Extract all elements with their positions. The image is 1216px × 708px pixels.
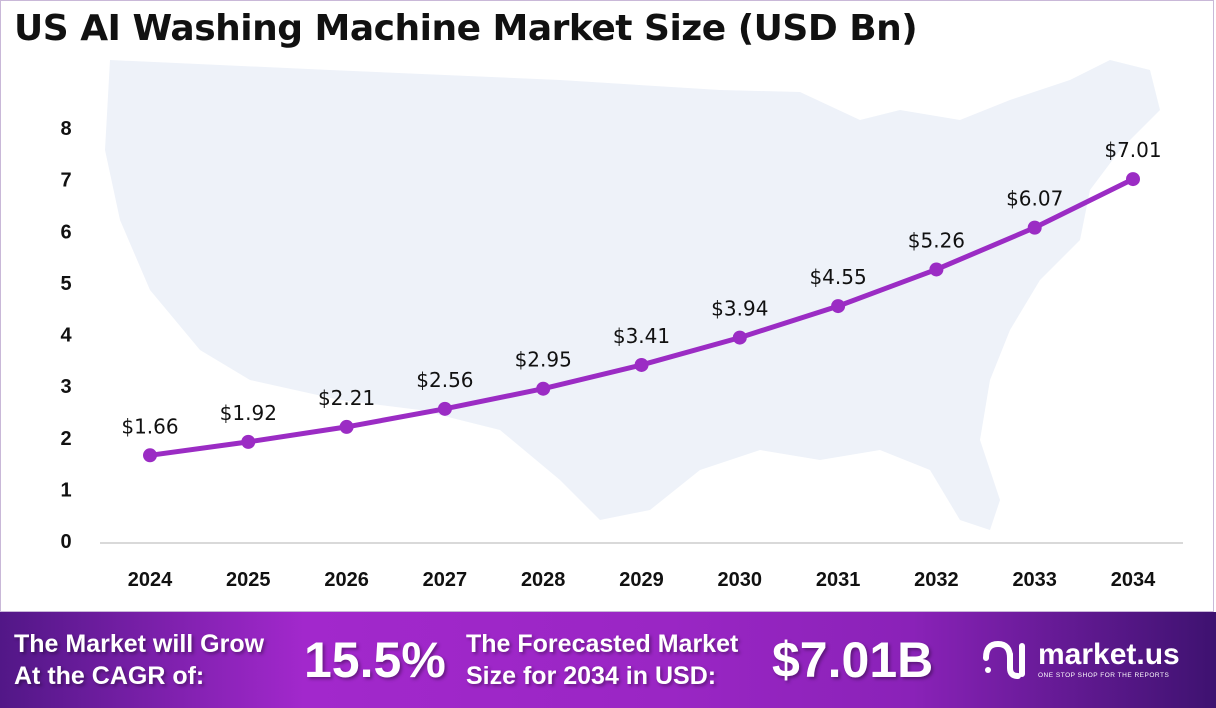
forecast-value: $7.01B (772, 632, 934, 688)
data-point (143, 448, 157, 463)
data-label: $5.26 (908, 228, 965, 252)
data-point (241, 434, 256, 449)
x-tick-label: 2030 (718, 569, 763, 591)
logo-tagline: ONE STOP SHOP FOR THE REPORTS (1038, 672, 1170, 679)
footer-banner: The Market will Grow At the CAGR of: 15.… (0, 612, 1216, 708)
data-label: $1.92 (220, 401, 277, 425)
data-label: $4.55 (809, 265, 866, 289)
x-tick-label: 2031 (816, 569, 861, 591)
x-tick-label: 2027 (423, 569, 468, 591)
forecast-label: The Forecasted Market Size for 2034 in U… (466, 630, 739, 690)
data-point (536, 381, 551, 396)
x-tick-label: 2024 (128, 569, 173, 591)
data-label: $6.07 (1006, 187, 1063, 211)
data-point (437, 401, 452, 416)
y-tick-label: 8 (60, 118, 71, 140)
data-point (831, 299, 846, 314)
x-tick-label: 2025 (226, 569, 271, 591)
data-label: $3.41 (613, 324, 670, 348)
y-tick-label: 1 (60, 479, 71, 501)
y-tick-label: 2 (60, 428, 71, 450)
logo-name: market.us (1038, 638, 1180, 671)
line-chart: 0 1 2 3 4 5 6 7 8 2024 2025 2026 2027 2028 2029 2030 203… (60, 60, 1183, 591)
data-point (1126, 172, 1140, 187)
y-tick-label: 6 (60, 221, 71, 243)
data-label: $2.56 (416, 368, 473, 392)
chart-frame (0, 0, 1214, 612)
data-label: $2.21 (318, 386, 375, 410)
data-point (634, 357, 649, 372)
chart-title: US AI Washing Machine Market Size (USD B… (14, 8, 918, 49)
cagr-label: The Market will Grow At the CAGR of: (14, 630, 265, 690)
x-tick-label: 2028 (521, 569, 566, 591)
x-tick-label: 2029 (619, 569, 664, 591)
data-label: $2.95 (515, 348, 572, 372)
data-label: $7.01 (1104, 138, 1161, 162)
y-tick-label: 3 (60, 376, 71, 398)
data-label: $1.66 (121, 414, 178, 438)
market-us-logo: market.us ONE STOP SHOP FOR THE REPORTS (982, 638, 1180, 685)
data-point (929, 262, 944, 277)
data-point (732, 330, 747, 345)
cagr-value: 15.5% (304, 632, 446, 688)
us-map-background (105, 60, 1160, 530)
y-tick-label: 4 (60, 325, 72, 347)
x-tick-label: 2032 (914, 569, 959, 591)
data-point (1027, 220, 1042, 235)
x-tick-label: 2034 (1111, 569, 1156, 591)
data-point (339, 419, 354, 434)
x-tick-label: 2033 (1012, 569, 1057, 591)
y-tick-label: 5 (60, 273, 71, 295)
y-tick-label: 0 (60, 531, 71, 553)
logo-mark-icon (983, 640, 1025, 679)
x-tick-label: 2026 (324, 569, 369, 591)
data-label: $3.94 (711, 297, 768, 321)
y-tick-label: 7 (60, 170, 71, 192)
